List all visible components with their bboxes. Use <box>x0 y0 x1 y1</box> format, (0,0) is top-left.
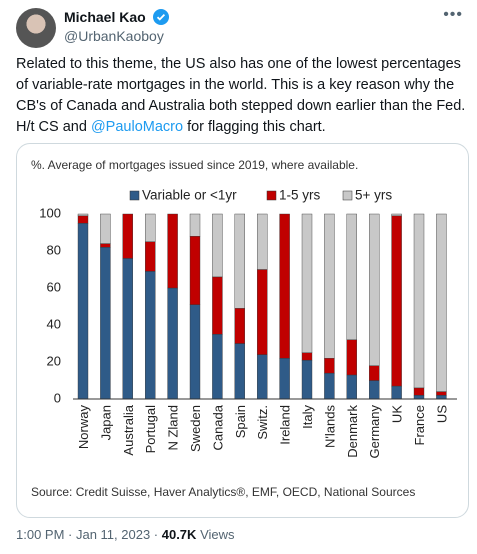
verified-badge <box>153 9 169 25</box>
y-tick-label: 60 <box>47 279 61 294</box>
y-tick-label: 40 <box>47 316 61 331</box>
bar-segment <box>144 241 156 272</box>
x-tick-label: Switz. <box>255 405 270 440</box>
x-tick-label: Australia <box>121 404 136 455</box>
bar-segment <box>436 391 447 396</box>
bar-segment <box>413 395 425 400</box>
bar-segment <box>189 235 201 305</box>
bar-segment <box>346 213 357 341</box>
chart-title: %. Average of mortgages issued since 201… <box>31 158 358 172</box>
legend-label: 5+ yrs <box>355 188 392 203</box>
bar-segment <box>234 213 246 309</box>
timestamp[interactable]: 1:00 PM · Jan 11, 2023 · <box>16 527 162 542</box>
bar-segment <box>234 308 246 344</box>
x-tick-label: Japan <box>98 405 113 440</box>
y-tick-label: 0 <box>54 390 61 405</box>
bar-segment <box>167 213 178 289</box>
bar-segment <box>436 395 447 400</box>
bar-segment <box>256 269 268 355</box>
bar-segment <box>301 213 313 353</box>
bar-segment <box>369 365 380 381</box>
bar-segment <box>100 213 111 244</box>
bar-segment <box>324 372 335 400</box>
bar-segment <box>77 223 89 400</box>
bar-segment <box>413 387 425 396</box>
footer: 1:00 PM · Jan 11, 2023 · 40.7K Views <box>16 527 235 542</box>
bar-segment <box>301 352 313 361</box>
bar-segment <box>369 213 380 366</box>
text: Related to this theme, the US also has o… <box>16 56 466 135</box>
bar-segment <box>391 385 402 400</box>
legend-swatch <box>129 190 140 201</box>
y-tick-label: 80 <box>47 242 61 257</box>
bar-segment <box>256 354 268 400</box>
bar-segment <box>144 271 156 400</box>
bar-segment <box>413 213 425 389</box>
bar-segment <box>436 213 447 392</box>
author-name[interactable]: Michael Kao <box>64 9 146 25</box>
x-tick-label: N Zland <box>166 405 181 451</box>
bar-segment <box>256 213 268 270</box>
y-tick-label: 100 <box>39 205 61 220</box>
text: for flagging this chart. <box>183 119 326 135</box>
x-tick-label: Sweden <box>188 405 203 452</box>
avatar[interactable] <box>16 8 56 48</box>
more-menu[interactable]: ••• <box>443 6 463 23</box>
x-tick-label: N'lands <box>322 405 337 448</box>
bar-segment <box>212 213 223 278</box>
bar-segment <box>234 343 246 400</box>
bar-segment <box>189 213 201 237</box>
bar-segment <box>369 380 380 400</box>
x-tick-label: Spain <box>233 405 248 438</box>
x-tick-label: France <box>412 405 427 445</box>
bar-segment <box>167 287 178 400</box>
bar-segment <box>391 213 402 217</box>
x-tick-label: Italy <box>300 405 315 429</box>
bar-segment <box>122 213 134 259</box>
bar-segment <box>212 334 223 400</box>
legend-label: Variable or <1yr <box>142 188 237 203</box>
x-tick-label: UK <box>390 405 405 423</box>
author-handle[interactable]: @UrbanKaoboy <box>64 28 164 44</box>
x-tick-label: Portugal <box>143 405 158 454</box>
x-tick-label: Norway <box>76 405 91 450</box>
bar-segment <box>144 213 156 242</box>
bar-segment <box>77 215 89 224</box>
chart-card[interactable]: %. Average of mortgages issued since 201… <box>16 143 469 518</box>
bar-segment <box>100 243 111 248</box>
bar-segment <box>301 359 313 400</box>
legend-swatch <box>342 190 353 201</box>
y-tick-label: 20 <box>47 353 61 368</box>
bar-segment <box>324 213 335 359</box>
views-label: Views <box>200 527 235 542</box>
bar-segment <box>100 247 111 400</box>
bar-segment <box>189 304 201 400</box>
mention[interactable]: @PauloMacro <box>90 119 184 135</box>
bar-segment <box>346 339 357 376</box>
bar-segment <box>279 213 290 359</box>
bar-segment <box>212 276 223 335</box>
bar-segment <box>279 358 290 400</box>
views-count: 40.7K <box>161 527 197 542</box>
x-tick-label: US <box>434 405 449 423</box>
x-tick-label: Denmark <box>345 405 360 458</box>
bar-segment <box>346 374 357 400</box>
bar-segment <box>77 213 89 217</box>
chart: %. Average of mortgages issued since 201… <box>31 158 457 499</box>
tweet-text: Related to this theme, the US also has o… <box>16 54 468 138</box>
bar-segment <box>122 258 134 400</box>
bar-segment <box>391 215 402 387</box>
x-tick-label: Canada <box>210 404 225 450</box>
chart-source: Source: Credit Suisse, Haver Analytics®,… <box>31 485 415 499</box>
x-tick-label: Ireland <box>278 405 293 445</box>
bar-segment <box>324 358 335 374</box>
legend-label: 1-5 yrs <box>279 188 321 203</box>
legend-swatch <box>266 190 277 201</box>
x-tick-label: Germany <box>367 405 382 459</box>
